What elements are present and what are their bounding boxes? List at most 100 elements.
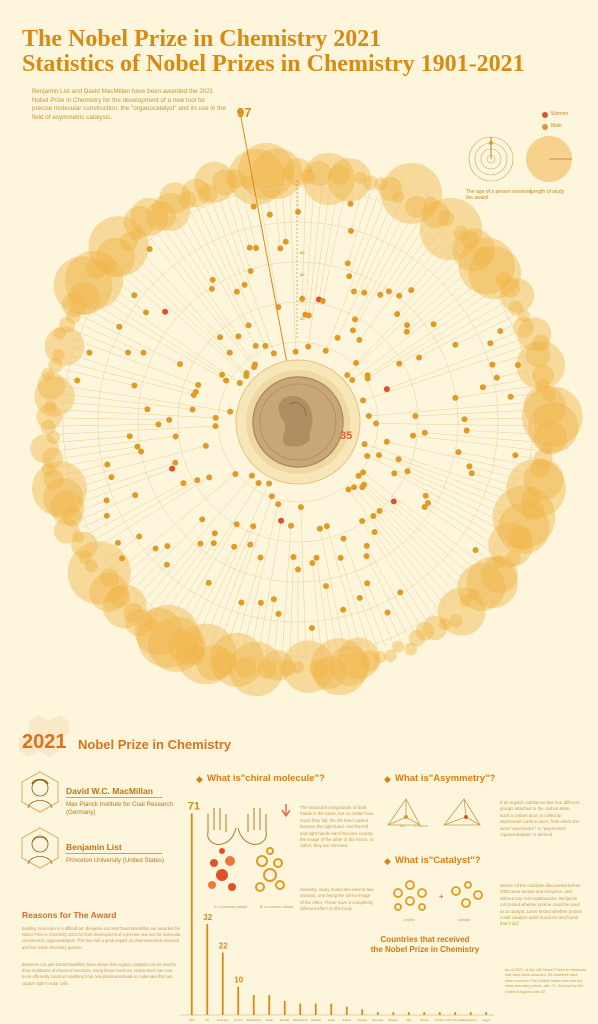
male-laureate-dot [246,244,253,251]
male-laureate-dot [292,348,299,355]
laureate-ray [167,482,259,624]
study-bubble [505,550,521,567]
male-laureate-dot [394,311,401,318]
chiral-illustration [207,804,290,892]
laureate-ray [58,401,148,410]
laureate-ray [455,316,514,345]
length-legend-caption: Length of study [530,189,565,195]
laureate-ray [424,432,538,443]
male-laureate-dot [472,547,479,554]
male-laureate-dot [345,486,352,493]
laureate-ray [424,506,498,556]
male-laureate-dot [217,334,224,341]
laureate-affiliation-macmillan: Max Planck Institute for Coal Research (… [66,801,173,816]
bar-value-label: 71 [188,800,200,812]
study-bubble [453,225,469,241]
laureate-affiliation-list: Princeton University (United States) [66,857,165,864]
study-bubble [415,622,435,641]
bar-series: 71 USA 32 UK 22 Germany 10 France Switzerland Jap… [180,800,494,1022]
bar-category-label: Germany [217,1018,229,1022]
male-laureate-dot [253,245,260,252]
laureate-ray [225,602,242,652]
male-laureate-dot [383,438,390,445]
laureate-ray [359,229,442,341]
laureate-ray [425,495,506,543]
laureate-ray [362,346,526,401]
study-bubble [452,228,496,272]
male-laureate-dot [206,474,213,481]
male-laureate-dot [512,452,519,459]
laureate-ray [373,515,449,610]
page-title: The Nobel Prize in Chemistry 2021 [22,26,382,52]
male-laureate-dot [252,361,259,368]
laureate-ray [367,288,498,376]
laureate-ray [60,446,138,459]
study-bubble [530,458,551,479]
male-laureate-dot [376,452,383,459]
male-laureate-dot [231,543,238,550]
laureate-ray [308,184,331,347]
male-laureate-dot [365,413,372,420]
male-laureate-dot [361,441,368,448]
male-laureate-dot [219,371,226,378]
laureate-ray [347,192,371,264]
laureate-ray [337,204,401,338]
women-legend-label: Women [551,111,569,117]
study-bubble [535,378,550,394]
study-bubble [61,292,87,318]
male-laureate-dot [397,589,404,596]
study-bubble [119,232,138,251]
male-laureate-dot [373,420,380,427]
male-laureate-dot [355,472,362,479]
male-laureate-dot [136,533,143,540]
laureate-ray [188,208,249,326]
study-bubble [533,448,553,468]
laureate-ray [322,186,347,302]
study-bubble [531,364,555,387]
laureate-ray [103,536,140,563]
countries-title: Countries that received the Nobel Prize … [350,935,500,955]
study-bubble [422,615,448,641]
study-bubble [129,197,169,236]
laureate-ray [154,533,216,615]
divider [66,797,162,798]
countries-title-line1: Countries that received [380,935,470,944]
study-bubble [183,644,205,666]
bar-category-label: Norway [358,1018,368,1022]
study-bubble [459,594,472,607]
male-laureate-dot [385,288,392,295]
study-bubble [408,629,426,647]
laureate-ray [94,294,223,375]
bar-category-label: Switzerland [247,1018,262,1022]
male-laureate-dot [144,406,151,413]
male-laureate-dot [268,493,275,500]
laureate-ray [311,628,315,662]
catalyst-text: Before All the catalysts discovered befo… [500,883,583,927]
laureate-ray [181,582,209,632]
male-laureate-dot [295,208,301,215]
study-bubble [392,640,405,653]
laureate-ray [376,423,538,427]
laureate-ray [59,393,193,410]
study-bubble [240,175,254,189]
laureate-ray [366,556,408,636]
laureate-ray [241,504,279,656]
laureate-ray [98,542,119,556]
male-laureate-dot [466,463,473,470]
study-bubble [460,230,479,249]
laureate-ray [407,471,518,521]
laureate-ray [343,538,386,646]
laureate-ray [412,435,537,451]
bar-category-label: Denmark [372,1018,384,1022]
laureate-ray [257,520,282,659]
women-laureate-dot [278,517,285,524]
study-bubble [384,649,397,663]
study-bubble [53,256,113,315]
bar-category-label: Russia [420,1018,429,1022]
male-laureate-dot [212,414,219,421]
male-laureate-dot [396,360,403,367]
male-laureate-dot [396,292,403,299]
male-laureate-dot [74,377,81,384]
male-laureate-dot [395,456,402,463]
male-laureate-dot [514,362,521,369]
